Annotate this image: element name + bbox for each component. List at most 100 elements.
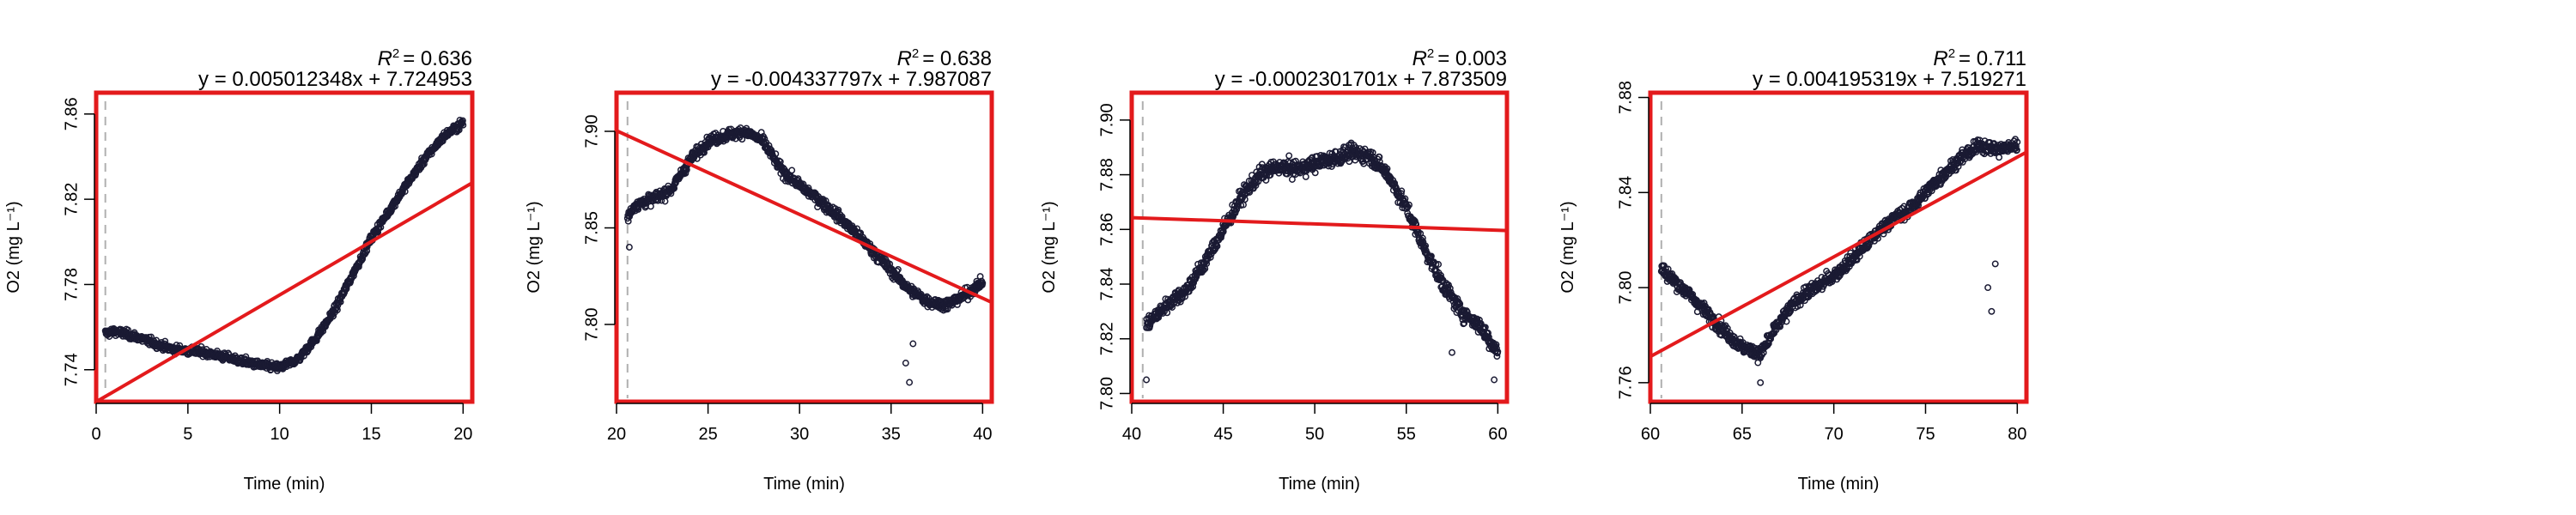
x-axis: 60 65 70 75 80 <box>1641 403 2026 444</box>
x-tick-label: 10 <box>270 425 289 444</box>
data-point <box>1494 348 1502 355</box>
r-squared-exponent: 2 <box>912 46 919 61</box>
x-axis-label: Time (min) <box>763 475 845 494</box>
data-point <box>1475 316 1483 324</box>
data-point <box>1481 324 1489 331</box>
outlier-point <box>625 244 633 251</box>
data-point <box>1182 293 1189 300</box>
data-point <box>1493 344 1500 352</box>
data-points <box>1143 139 1502 384</box>
outlier-point <box>1491 376 1498 384</box>
regression-line <box>1650 150 2026 359</box>
y-axis: 7.74 7.78 7.82 7.86 <box>62 97 95 386</box>
data-point <box>363 247 371 255</box>
data-point <box>1200 266 1207 274</box>
y-tick-label: 7.78 <box>62 268 81 301</box>
y-tick-label: 7.80 <box>1097 377 1116 410</box>
data-points <box>101 116 467 375</box>
data-point <box>1928 187 1935 195</box>
outlier-point <box>1991 260 1999 268</box>
outlier-point <box>902 360 909 367</box>
data-point <box>1422 242 1430 250</box>
regression-line <box>617 129 992 305</box>
data-point <box>1398 187 1406 195</box>
y-axis-label: O2 (mg L⁻¹) <box>1040 201 1059 293</box>
x-axis: 0 5 10 15 20 <box>91 403 472 444</box>
y-tick-label: 7.88 <box>1616 81 1635 114</box>
regression-equation: y = -0.0002301701x + 7.873509 <box>1215 68 1507 91</box>
data-point <box>1419 234 1426 242</box>
data-points <box>1657 136 2021 386</box>
data-point <box>1427 252 1435 260</box>
y-axis-label: O2 (mg L⁻¹) <box>525 201 544 293</box>
x-axis: 40 45 50 55 60 <box>1122 403 1507 444</box>
x-tick-label: 55 <box>1397 425 1416 444</box>
y-tick-label: 7.88 <box>1097 158 1116 191</box>
data-point <box>1996 154 2003 161</box>
r-squared-symbol: R <box>1933 47 1947 70</box>
data-point <box>1432 260 1440 268</box>
regression-equation: y = -0.004337797x + 7.987087 <box>711 68 992 91</box>
x-tick-label: 20 <box>607 425 626 444</box>
data-point <box>1311 169 1319 177</box>
regression-line <box>96 181 472 402</box>
data-point <box>788 167 796 174</box>
y-tick-label: 7.74 <box>62 353 81 386</box>
x-tick-label: 15 <box>361 425 380 444</box>
x-tick-label: 50 <box>1305 425 1324 444</box>
y-tick-label: 7.82 <box>1097 322 1116 355</box>
x-tick-label: 0 <box>91 425 100 444</box>
outlier-point <box>1988 307 1996 315</box>
data-point <box>1956 158 1964 166</box>
data-point <box>1493 353 1501 360</box>
data-point <box>1485 330 1492 336</box>
outlier-point <box>906 379 914 386</box>
y-tick-label: 7.85 <box>582 211 601 245</box>
data-point <box>1406 201 1413 209</box>
data-point <box>398 188 406 196</box>
data-point <box>374 228 382 236</box>
y-tick-label: 7.86 <box>62 97 81 130</box>
data-point <box>1369 148 1376 156</box>
data-point <box>1941 174 1948 182</box>
r-squared-annotation: R2 = 0.003 <box>1413 46 1507 70</box>
data-point <box>738 136 746 143</box>
data-point <box>1783 318 1790 325</box>
data-point <box>327 312 334 320</box>
y-axis-label: O2 (mg L⁻¹) <box>4 201 23 293</box>
r-squared-exponent: 2 <box>392 46 399 61</box>
x-tick-label: 60 <box>1488 425 1507 444</box>
r-squared-symbol: R <box>1413 47 1427 70</box>
data-point <box>658 197 665 204</box>
data-point <box>1189 283 1197 290</box>
x-tick-label: 20 <box>453 425 472 444</box>
x-tick-label: 75 <box>1916 425 1935 444</box>
data-point <box>661 197 669 205</box>
data-point <box>893 267 901 275</box>
chart-panel-4: 60 65 70 75 80 Time (min) 7.76 7.80 7.84 7.88 O2 (… <box>1558 46 2029 494</box>
data-point <box>1155 313 1163 321</box>
y-tick-label: 7.90 <box>1097 103 1116 136</box>
data-point <box>1376 153 1383 161</box>
data-point <box>2013 146 2020 154</box>
y-tick-label: 7.82 <box>62 183 81 216</box>
y-tick-label: 7.76 <box>1616 366 1635 399</box>
data-point <box>333 306 341 314</box>
x-tick-label: 70 <box>1825 425 1844 444</box>
chart-panel-1: 0 5 10 15 20 Time (min) 7.74 7.78 7.82 7.86 O2 (mg… <box>4 46 475 494</box>
x-tick-label: 80 <box>2008 425 2026 444</box>
plot-frame <box>94 90 475 404</box>
y-tick-label: 7.86 <box>1097 213 1116 246</box>
r-squared-symbol: R <box>897 47 912 70</box>
x-tick-label: 65 <box>1733 425 1752 444</box>
data-point <box>1456 300 1464 308</box>
y-tick-label: 7.80 <box>1616 271 1635 305</box>
y-tick-label: 7.84 <box>1616 176 1635 209</box>
outlier-point <box>1984 284 1992 292</box>
y-tick-label: 7.90 <box>582 115 601 148</box>
r-squared-value: = 0.636 <box>403 47 472 70</box>
data-point <box>1435 261 1443 268</box>
r-squared-annotation: R2 = 0.638 <box>897 46 992 70</box>
x-tick-label: 60 <box>1641 425 1660 444</box>
